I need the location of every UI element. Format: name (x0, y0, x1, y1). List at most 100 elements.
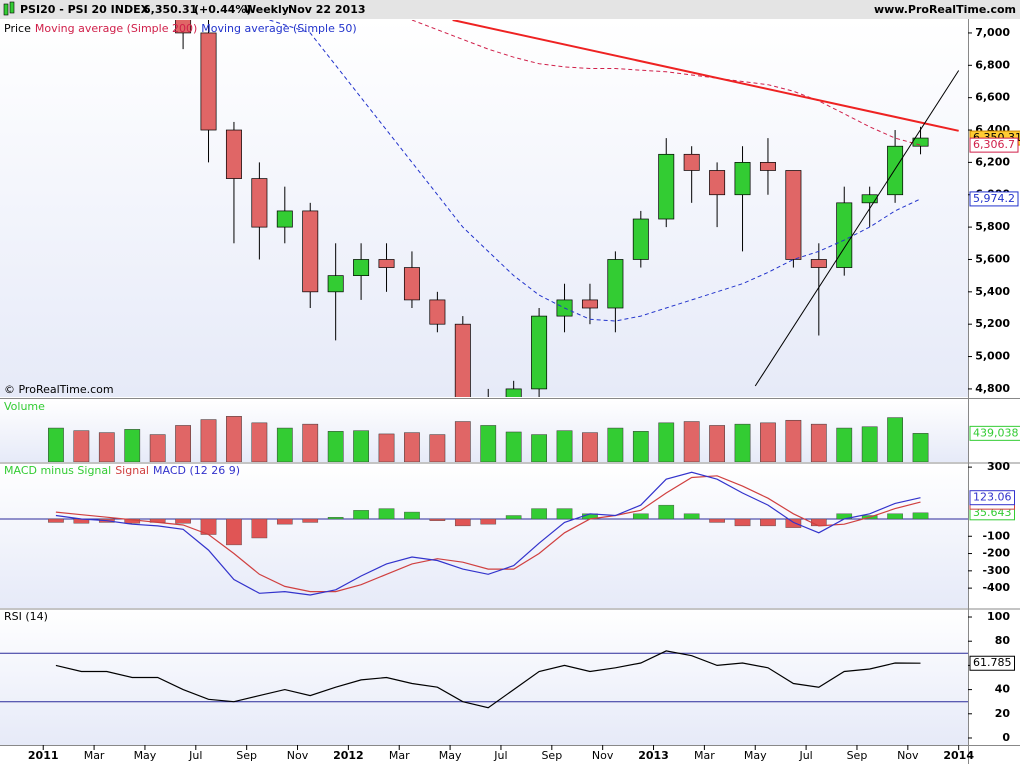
end-label-box (969, 425, 1020, 441)
candle-body (505, 388, 522, 397)
candle-body (734, 162, 751, 196)
trend-line (452, 20, 959, 132)
volume-bar (302, 423, 319, 462)
y-tick-label: 0 (1002, 731, 1010, 744)
candle-body (912, 137, 929, 147)
site: www.ProRealTime.com (874, 3, 1016, 16)
x-tick-label: Nov (287, 749, 309, 762)
series-line (55, 471, 921, 596)
histogram-bar (429, 518, 446, 521)
volume-bar (200, 419, 217, 462)
candle-body (683, 153, 700, 171)
histogram-bar (327, 517, 344, 520)
trend-line (754, 70, 960, 387)
y-tick-label: 5,400 (975, 285, 1010, 298)
candle-body (378, 259, 395, 268)
candle-body (709, 170, 726, 196)
end-label: 123.06 (973, 491, 1012, 504)
period: Weekly (244, 3, 289, 16)
series-line (55, 650, 921, 709)
x-tick-label: Mar (694, 749, 715, 762)
candle-body (861, 194, 878, 204)
candle-body (353, 259, 370, 276)
panel-plot (0, 650, 968, 709)
y-tick-label: -400 (982, 581, 1010, 594)
price-panel (0, 20, 968, 397)
histogram-bar (658, 504, 675, 520)
histogram-bar (760, 518, 776, 527)
volume-bar (73, 430, 90, 462)
candle-body (887, 145, 904, 196)
macd-panel (0, 464, 968, 608)
candle-body (632, 218, 649, 260)
volume-bar (912, 433, 929, 462)
histogram-bar (302, 518, 319, 523)
candle-body (200, 32, 217, 131)
header-icon (3, 3, 9, 16)
volume-bar (810, 423, 827, 462)
y-tick-label: 20 (995, 707, 1011, 720)
series-line (55, 475, 921, 593)
candle-body (403, 267, 420, 301)
y-tick-label: 6,200 (975, 155, 1010, 168)
copyright: © ProRealTime.com (4, 383, 114, 396)
end-label-box (969, 137, 1019, 153)
end-label: 439,038 (973, 426, 1019, 439)
x-tick-label: May (439, 749, 462, 762)
y-tick-label: 300 (987, 460, 1010, 473)
volume-bar (124, 429, 141, 462)
histogram-bar (251, 518, 268, 539)
histogram-bar (683, 513, 700, 520)
histogram-bar (531, 508, 547, 520)
y-tick-label: 40 (995, 683, 1011, 696)
end-label-box (969, 655, 1015, 671)
legend-entry: RSI (14) (4, 610, 48, 623)
y-tick-label: 6,800 (975, 58, 1010, 71)
candle-body (175, 20, 192, 34)
x-tick-label: Jul (798, 749, 812, 762)
volume-bar (556, 430, 573, 462)
histogram-bar (912, 512, 929, 520)
y-tick-label: -200 (982, 547, 1010, 560)
x-tick-label: Mar (84, 749, 105, 762)
y-tick-label: 4,800 (975, 382, 1010, 395)
histogram-bar (454, 518, 471, 527)
x-tick-label: 2011 (28, 749, 59, 762)
volume-bar (760, 422, 776, 462)
legend-entry: Moving average (Simple 50) (201, 22, 356, 35)
histogram-bar (556, 508, 573, 520)
legend-entry: Signal (115, 464, 149, 477)
symbol: PSI20 - PSI 20 INDEX (20, 3, 150, 16)
volume-bar (734, 423, 751, 462)
end-label: 61.785 (973, 656, 1012, 669)
volume-bar (98, 432, 115, 462)
x-tick-label: Sep (847, 749, 868, 762)
volume-bar (429, 434, 446, 462)
end-label-box (969, 191, 1019, 207)
candle-body (302, 210, 319, 293)
end-label-box (969, 490, 1015, 506)
volume-bar (404, 432, 420, 462)
volume-bar (175, 425, 191, 462)
y-tick-label: -100 (982, 529, 1010, 542)
histogram-bar (709, 518, 725, 523)
x-tick-label: Mar (389, 749, 410, 762)
panel-plot (48, 416, 929, 462)
volume-bar (327, 431, 344, 462)
x-tick-label: Jul (493, 749, 507, 762)
volume-bar (378, 433, 395, 462)
volume-bar (861, 426, 878, 462)
histogram-bar (734, 518, 751, 527)
histogram-bar (378, 508, 395, 520)
series-line (411, 20, 921, 146)
series-line (267, 20, 921, 322)
panel-plot (175, 20, 960, 397)
volume-bar (683, 421, 700, 462)
histogram-bar (226, 518, 242, 546)
volume-bar (709, 425, 725, 462)
panel-plot (0, 471, 968, 596)
rsi-panel (0, 610, 968, 745)
y-tick-label: 5,600 (975, 252, 1010, 265)
volume-bar (353, 430, 369, 462)
